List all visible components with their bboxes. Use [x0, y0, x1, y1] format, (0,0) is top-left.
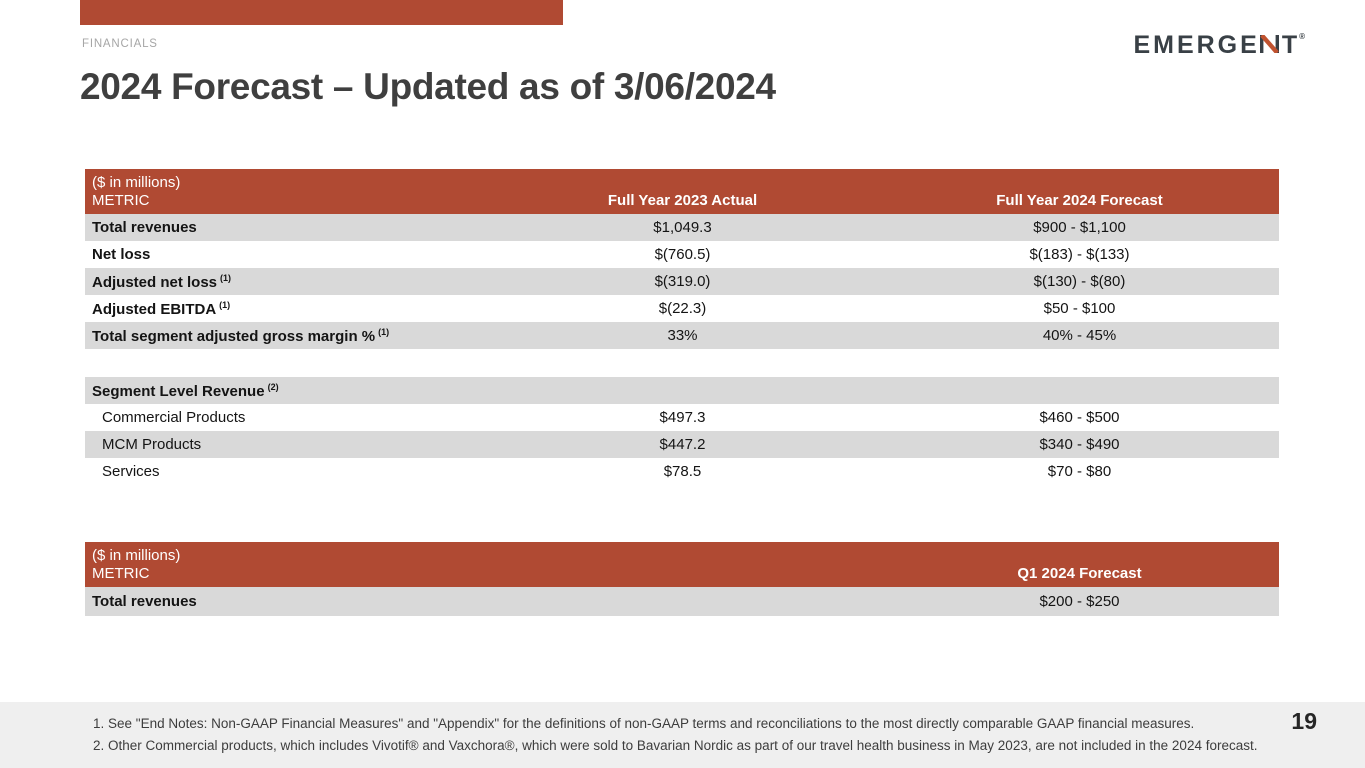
metric-header-cell: ($ in millions) METRIC: [85, 169, 485, 214]
col-fy2024-header: Full Year 2024 Forecast: [996, 192, 1163, 209]
table-row: Total revenues $200 - $250: [85, 587, 1279, 616]
value-fy2023: $78.5: [663, 463, 702, 480]
registered-mark: ®: [1299, 32, 1305, 41]
table-row: Services $78.5 $70 - $80: [85, 458, 1279, 485]
value-fy2023: 33%: [667, 327, 698, 344]
value-fy2023: $1,049.3: [653, 219, 712, 236]
units-label: ($ in millions): [92, 547, 181, 564]
value-fy2023: $(319.0): [654, 273, 711, 290]
table-row: Total revenues $1,049.3 $900 - $1,100: [85, 214, 1279, 241]
metric-footnote-ref: (1): [220, 272, 232, 283]
metric-footnote-ref: (1): [219, 299, 231, 310]
q1-table: ($ in millions) METRIC Q1 2024 Forecast …: [85, 542, 1279, 616]
metric-label: Total revenues: [92, 593, 197, 610]
footer: 1. See "End Notes: Non-GAAP Financial Me…: [0, 702, 1365, 768]
value-fy2023: $(22.3): [658, 300, 707, 317]
footnote-number: 1.: [93, 716, 105, 731]
section-label: Segment Level Revenue (2): [92, 381, 279, 400]
value-fy2023: $(760.5): [654, 246, 711, 263]
table-row: Adjusted net loss (1) $(319.0) $(130) - $…: [85, 268, 1279, 295]
logo-n-slash-icon: [1259, 35, 1279, 53]
forecast-table-header: ($ in millions) METRIC Full Year 2023 Ac…: [85, 169, 1279, 214]
section-footnote-ref: (2): [267, 381, 279, 392]
metric-footnote-ref: (1): [378, 326, 390, 337]
logo-text-prefix: EMERGE: [1133, 31, 1260, 59]
metric-label: Total revenues: [92, 219, 197, 236]
value-fy2023: $497.3: [659, 409, 706, 426]
logo-text-suffix: T: [1281, 31, 1301, 59]
metric-label: Adjusted EBITDA (1): [92, 299, 231, 318]
metric-header-cell: ($ in millions) METRIC: [85, 542, 880, 587]
col-q1-2024-header: Q1 2024 Forecast: [1017, 565, 1142, 582]
page-title: 2024 Forecast – Updated as of 3/06/2024: [80, 66, 776, 107]
kicker: FINANCIALS: [82, 38, 158, 50]
table-row: Adjusted EBITDA (1) $(22.3) $50 - $100: [85, 295, 1279, 322]
value-fy2024: $70 - $80: [1047, 463, 1112, 480]
units-label: ($ in millions): [92, 174, 181, 191]
emergent-logo: EMERGE T®: [1133, 31, 1305, 60]
footnote-text: See "End Notes: Non-GAAP Financial Measu…: [108, 716, 1195, 731]
metric-label: MCM Products: [102, 436, 202, 453]
q1-table-header: ($ in millions) METRIC Q1 2024 Forecast: [85, 542, 1279, 587]
table-row: MCM Products $447.2 $340 - $490: [85, 431, 1279, 458]
metric-label: Services: [102, 463, 160, 480]
value-fy2024: $50 - $100: [1043, 300, 1116, 317]
value-fy2024: $(130) - $(80): [1033, 273, 1126, 290]
top-accent-bar: [80, 0, 563, 25]
footnote: 1. See "End Notes: Non-GAAP Financial Me…: [93, 713, 1257, 735]
footnote-text: Other Commercial products, which include…: [108, 738, 1258, 753]
footnote: 2. Other Commercial products, which incl…: [93, 735, 1257, 757]
page-number: 19: [1291, 708, 1317, 734]
value-fy2023: $447.2: [659, 436, 706, 453]
table-row: Net loss $(760.5) $(183) - $(133): [85, 241, 1279, 268]
forecast-table: ($ in millions) METRIC Full Year 2023 Ac…: [85, 169, 1279, 485]
metric-label: Total segment adjusted gross margin % (1): [92, 326, 390, 345]
value-fy2024: $(183) - $(133): [1029, 246, 1130, 263]
table-row: Commercial Products $497.3 $460 - $500: [85, 404, 1279, 431]
metric-label: Net loss: [92, 246, 151, 263]
metric-label: Commercial Products: [102, 409, 246, 426]
metric-column-label: METRIC: [92, 565, 150, 582]
value-q1-2024: $200 - $250: [1039, 593, 1120, 610]
section-header-row: Segment Level Revenue (2): [85, 377, 1279, 404]
value-fy2024: 40% - 45%: [1042, 327, 1117, 344]
metric-label: Adjusted net loss (1): [92, 272, 232, 291]
table-row: Total segment adjusted gross margin % (1)…: [85, 322, 1279, 349]
footnote-number: 2.: [93, 738, 105, 753]
footnotes: 1. See "End Notes: Non-GAAP Financial Me…: [93, 713, 1257, 757]
value-fy2024: $460 - $500: [1039, 409, 1120, 426]
table-spacer-row: [85, 349, 1279, 377]
value-fy2024: $900 - $1,100: [1033, 219, 1126, 236]
col-fy2023-header: Full Year 2023 Actual: [607, 192, 758, 209]
metric-column-label: METRIC: [92, 192, 150, 209]
value-fy2024: $340 - $490: [1039, 436, 1120, 453]
